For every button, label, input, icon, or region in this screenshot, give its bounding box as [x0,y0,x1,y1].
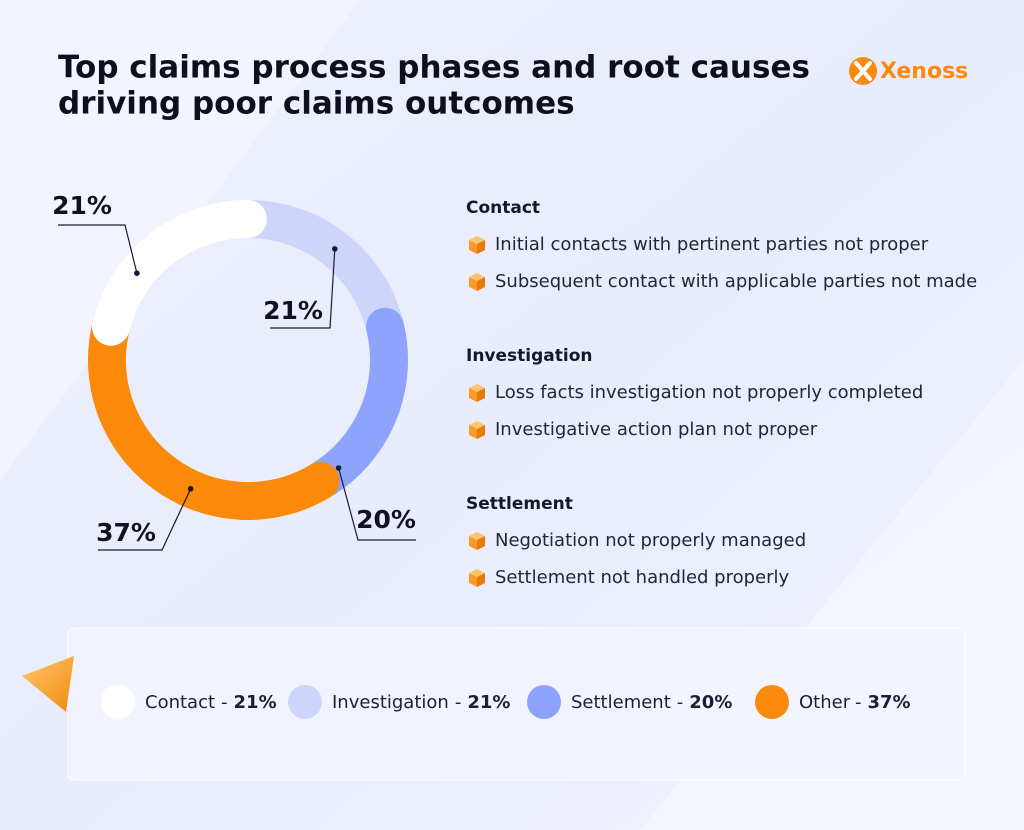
bullet-face [477,425,485,439]
bullet-icon [469,569,485,587]
leader-dot [187,486,194,492]
donut-segment [88,307,340,520]
legend-name: Settlement [571,692,671,713]
leader-dot [134,270,140,276]
bullet-face [477,240,485,254]
cause-item: Loss facts investigation not properly co… [495,382,923,403]
leader-line [58,224,138,274]
legend-separator: - [677,692,684,713]
data-label: 20% [356,505,416,534]
legend-swatch [288,685,322,719]
logo-icon [854,61,872,81]
legend-label: Investigation -21% [332,692,510,713]
bullet-face [477,388,485,402]
bullet-face [477,573,485,587]
cause-item: Initial contacts with pertinent parties … [495,234,929,255]
leader-line [270,248,336,329]
cause-list: Contact Initial contacts with pertinent p… [466,198,977,588]
legend-name: Contact [145,692,215,713]
legend-box [67,627,966,781]
legend-value: 37% [867,692,910,713]
legend-label: Contact -21% [145,692,277,713]
legend-label: Settlement -20% [571,692,732,713]
data-label: 21% [52,191,112,220]
legend-name: Other [799,692,851,713]
legend-name: Investigation [332,692,449,713]
logo: Xenoss [849,57,968,85]
cause-item: Negotiation not properly managed [495,530,806,551]
bullet-face [469,240,477,254]
donut-segment [91,200,267,346]
cause-item: Investigative action plan not proper [495,419,818,440]
title-line: Top claims process phases and root cause… [58,50,810,86]
leader-dot [335,465,342,471]
bullet-icon [469,421,485,439]
donut-chart: 21% 21% 20% 37% [52,191,416,551]
bullet-face [469,573,477,587]
legend-value: 20% [689,692,732,713]
legend-swatch [101,685,135,719]
bullet-face [469,425,477,439]
legend-swatch [755,685,789,719]
leader-line [338,467,416,541]
legend-separator: - [455,692,462,713]
legend-label: Other -37% [799,692,911,713]
bullet-face [469,277,477,291]
title-line: driving poor claims outcomes [58,86,575,122]
legend: Contact -21% Investigation -21% Settlement -2… [101,685,911,719]
bullet-icon [469,273,485,291]
data-label: 37% [96,518,156,547]
cause-item: Subsequent contact with applicable parti… [495,271,977,292]
bullet-icon [469,384,485,402]
cause-item: Settlement not handled properly [495,567,790,588]
bullet-face [477,536,485,550]
bullet-icon [469,532,485,550]
legend-swatch [527,685,561,719]
bullet-icon [469,236,485,254]
legend-separator: - [221,692,228,713]
legend-separator: - [855,692,862,713]
section-heading: Investigation [466,346,593,366]
leader-dot [332,246,338,252]
logo-text: Xenoss [880,59,968,84]
legend-value: 21% [234,692,277,713]
leader-line [98,488,192,551]
section-heading: Contact [466,198,540,218]
bullet-face [477,277,485,291]
bullet-face [469,388,477,402]
decoration [22,656,74,712]
data-label: 21% [263,296,323,325]
legend-value: 21% [467,692,510,713]
section-heading: Settlement [466,494,573,514]
bullet-face [469,536,477,550]
